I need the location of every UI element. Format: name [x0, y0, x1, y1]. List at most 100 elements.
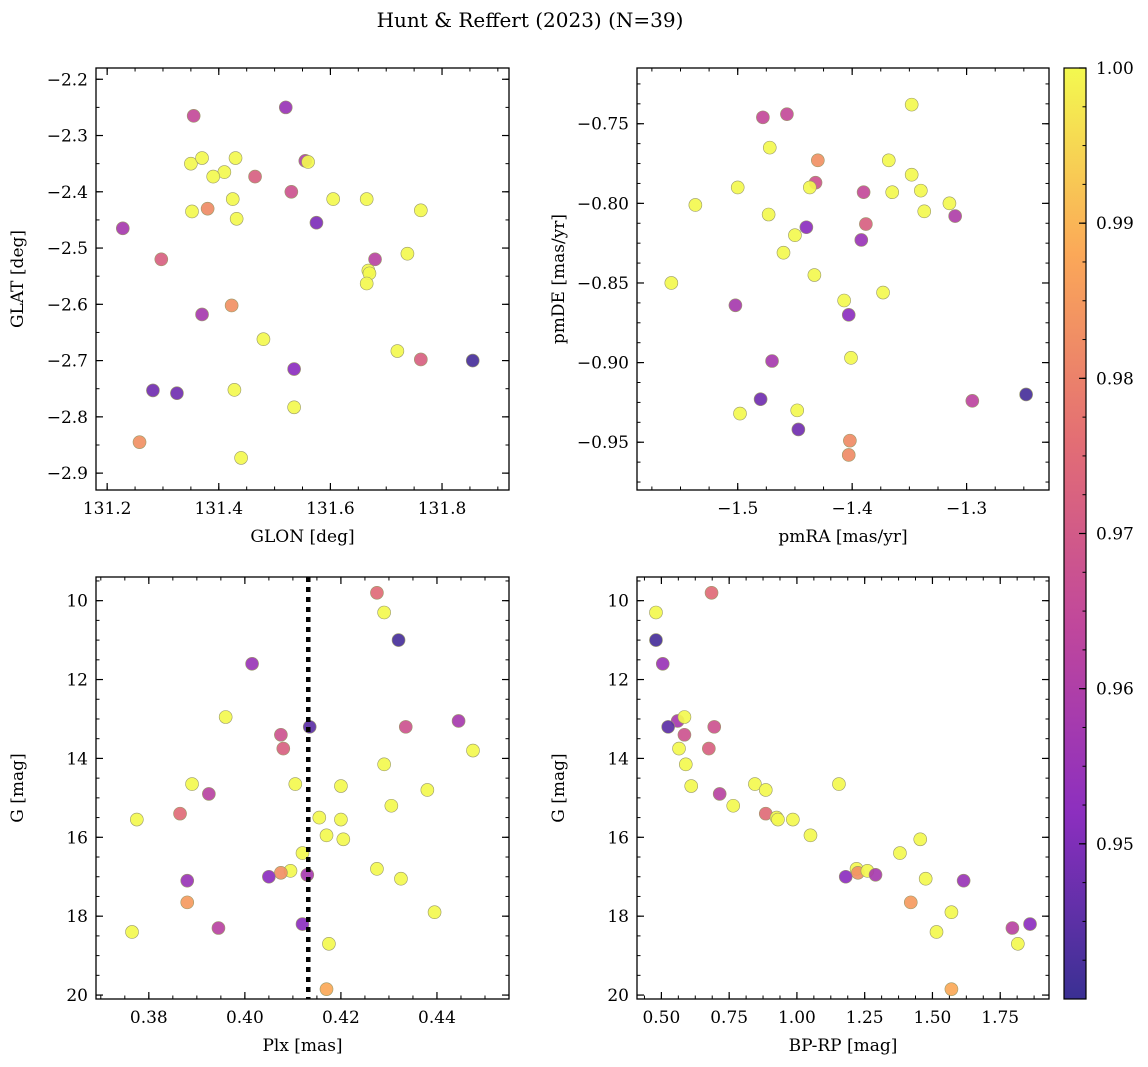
- y-tick-label: 18: [607, 907, 629, 927]
- data-point: [225, 192, 240, 206]
- data-point: [881, 153, 896, 168]
- data-point: [125, 925, 139, 939]
- panels: 131.2 131.4 131.6 131.8 −2.2 −2.3 −2.4 −2.5 −2.6…: [8, 67, 1050, 1056]
- data-point: [856, 185, 871, 200]
- y-axis-label: G [mag]: [8, 753, 28, 822]
- y-tick-label: 12: [607, 671, 629, 691]
- axis-ticks: 0.38 0.40 0.42 0.44 10 12 14 16 18 20: [66, 577, 510, 1028]
- data-point: [704, 585, 719, 600]
- data-point: [276, 741, 291, 756]
- data-point: [195, 307, 209, 322]
- data-point: [451, 714, 466, 728]
- data-point: [319, 828, 334, 843]
- data-point: [730, 180, 745, 195]
- figure-title: Hunt & Reffert (2023) (N=39): [377, 8, 684, 32]
- data-point: [309, 215, 324, 230]
- x-tick-label: 0.40: [226, 1008, 264, 1028]
- data-point: [854, 233, 869, 247]
- y-tick-label: 10: [66, 592, 88, 612]
- data-point: [791, 422, 806, 437]
- data-point: [1011, 936, 1025, 951]
- x-axis-label: BP-RP [mag]: [789, 1036, 898, 1056]
- x-tick-label: 1.25: [846, 1008, 884, 1028]
- data-point: [771, 812, 785, 827]
- data-point: [677, 710, 692, 724]
- data-point: [956, 873, 971, 888]
- data-point: [154, 252, 169, 267]
- data-point: [368, 252, 382, 267]
- data-point: [218, 710, 233, 724]
- data-point: [688, 198, 703, 212]
- data-point: [200, 201, 215, 216]
- data-point: [115, 221, 130, 236]
- data-point: [427, 905, 442, 920]
- colorbar-tick-label: 0.98: [1096, 369, 1134, 389]
- data-point: [702, 741, 716, 756]
- data-point: [287, 362, 301, 376]
- data-point: [753, 392, 768, 407]
- data-point: [868, 867, 883, 882]
- y-tick-label: 20: [66, 986, 88, 1006]
- x-tick-label: 131.8: [418, 499, 467, 519]
- axis-ticks: −1.5 −1.4 −1.3 −0.75 −0.80 −0.85 −0.90 −0.95: [577, 68, 1049, 519]
- data-point: [288, 777, 303, 791]
- data-point: [224, 298, 239, 313]
- y-tick-label: −2.6: [47, 295, 88, 315]
- panel-pmra-pmde: −1.5 −1.4 −1.3 −0.75 −0.80 −0.85 −0.90 −0.95 pmR…: [549, 67, 1050, 547]
- data-point: [707, 720, 722, 734]
- data-point: [903, 895, 918, 910]
- y-tick-label: −2.7: [47, 352, 88, 372]
- data-point: [841, 308, 856, 322]
- data-point: [180, 873, 195, 888]
- data-point: [786, 812, 800, 827]
- data-point: [384, 798, 399, 813]
- x-tick-label: 1.75: [981, 1008, 1019, 1028]
- data-point: [334, 779, 348, 793]
- data-point: [202, 787, 216, 801]
- data-point: [788, 228, 802, 243]
- y-tick-label: −2.3: [47, 127, 88, 147]
- colorbar-tick-label: 0.97: [1096, 525, 1134, 545]
- y-tick-label: 14: [66, 749, 88, 769]
- data-point: [394, 871, 408, 886]
- x-tick-label: −1.4: [832, 499, 873, 519]
- data-point: [414, 352, 428, 367]
- data-point: [799, 220, 814, 235]
- data-point: [173, 806, 187, 821]
- data-point: [377, 757, 391, 772]
- data-point: [838, 869, 853, 884]
- y-tick-label: −0.90: [577, 354, 629, 374]
- data-point: [274, 865, 288, 880]
- x-tick-label: 131.4: [194, 499, 243, 519]
- data-point: [284, 184, 299, 199]
- data-point: [780, 107, 794, 121]
- y-tick-label: 20: [607, 986, 629, 1006]
- data-point: [841, 448, 856, 462]
- data-point: [913, 832, 928, 847]
- data-point: [664, 276, 679, 290]
- x-axis-label: Plx [mas]: [262, 1036, 342, 1056]
- data-point: [398, 720, 413, 734]
- data-point: [811, 153, 825, 168]
- data-point: [336, 832, 351, 847]
- data-point: [776, 245, 791, 260]
- x-tick-label: 1.50: [914, 1008, 952, 1028]
- colorbar-tick-label: 1.00: [1096, 59, 1134, 79]
- data-point: [761, 207, 776, 222]
- y-tick-label: 10: [607, 592, 629, 612]
- y-tick-label: −2.5: [47, 239, 88, 259]
- data-point: [400, 246, 415, 261]
- data-point: [256, 332, 271, 347]
- axes-frame: [636, 67, 1050, 491]
- x-tick-label: 0.50: [642, 1008, 680, 1028]
- data-point: [295, 917, 310, 931]
- data-point: [661, 720, 675, 734]
- y-tick-label: 18: [66, 907, 88, 927]
- data-point: [678, 757, 693, 772]
- data-point: [248, 169, 262, 184]
- x-tick-label: 0.44: [418, 1008, 456, 1028]
- panel-bprp-g: 0.50 0.75 1.00 1.25 1.50 1.75 10 12 14 16 18 20 BP-R…: [549, 576, 1050, 1056]
- y-tick-label: −0.75: [577, 115, 629, 135]
- colorbar-gradient: [1064, 68, 1086, 999]
- y-axis-label: G [mag]: [549, 753, 569, 822]
